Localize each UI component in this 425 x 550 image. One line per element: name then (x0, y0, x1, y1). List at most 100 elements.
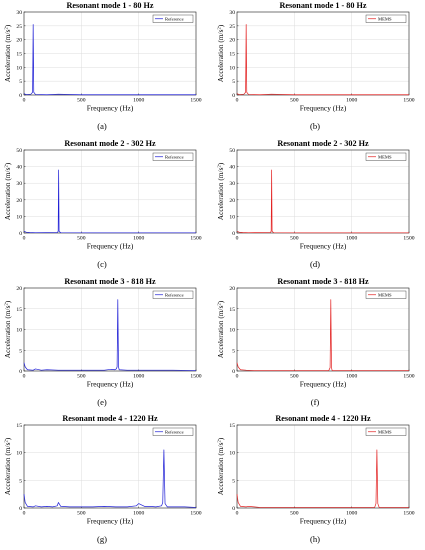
chart-title: Resonant mode 3 - 818 Hz (64, 277, 156, 286)
y-axis-label-superscript: 2 (3, 440, 8, 443)
x-tick-label: 500 (77, 98, 86, 104)
y-tick-label: 10 (16, 451, 22, 457)
chart-title: Resonant mode 3 - 818 Hz (277, 277, 369, 286)
y-tick-label: 20 (16, 38, 22, 44)
x-tick-label: 0 (236, 511, 239, 517)
y-tick-label: 10 (16, 214, 22, 220)
x-tick-label: 1500 (190, 236, 201, 242)
y-axis-label-main: Acceleration (m/s (3, 305, 12, 358)
legend-label: Reference (165, 292, 184, 297)
x-tick-label: 1500 (190, 374, 201, 380)
y-axis-label-main: Acceleration (m/s (3, 442, 12, 495)
plot-area (23, 424, 197, 509)
x-axis-label: Frequency (Hz) (300, 517, 347, 526)
x-tick-label: 1000 (133, 236, 144, 242)
x-tick-label: 1000 (346, 511, 357, 517)
chart-title: Resonant mode 4 - 1220 Hz (275, 414, 371, 423)
legend-box (365, 427, 407, 436)
y-tick-label: 5 (19, 348, 22, 354)
x-tick-label: 0 (23, 511, 26, 517)
x-tick-label: 500 (77, 374, 86, 380)
chart-panel-g: 0 500 1000 1500 0 5 10 15 Resonant mode 4 - 1220… (0, 413, 212, 550)
x-tick-label: 0 (236, 98, 239, 104)
legend-box (365, 290, 407, 299)
y-tick-label: 30 (16, 10, 22, 16)
x-axis-label: Frequency (Hz) (300, 242, 347, 251)
y-tick-label: 15 (16, 423, 22, 429)
series-line-mems (236, 24, 409, 96)
y-tick-label: 5 (232, 79, 235, 85)
y-tick-label: 10 (229, 328, 235, 334)
y-tick-label: 20 (229, 286, 235, 292)
legend-box (365, 14, 407, 23)
y-tick-label: 5 (232, 348, 235, 354)
x-axis-label: Frequency (Hz) (300, 104, 347, 113)
caption-c: (c) (97, 259, 107, 269)
chart-svg-b: 0 500 1000 1500 0 5 10 15 20 25 30 Resonant mode 1 … (216, 1, 415, 113)
y-axis-label-main: Acceleration (m/s (216, 167, 225, 220)
x-tick-label: 0 (23, 374, 26, 380)
chart-panel-b: 0 500 1000 1500 0 5 10 15 20 25 30 Resonant mode 1 … (213, 0, 425, 137)
x-tick-label: 1500 (403, 98, 414, 104)
y-tick-label: 25 (229, 24, 235, 30)
legend-label: MEMS (378, 429, 392, 434)
y-tick-label: 50 (16, 148, 22, 154)
x-tick-label: 0 (23, 236, 26, 242)
y-axis-label: Acceleration (m/s2) (3, 437, 12, 495)
legend-label: Reference (165, 154, 184, 159)
series-line-mems (236, 169, 409, 234)
caption-h: (h) (309, 534, 321, 544)
y-tick-label: 10 (16, 65, 22, 71)
y-tick-label: 0 (232, 506, 235, 512)
caption-f: (f) (310, 397, 320, 407)
chart-panel-f: 0 500 1000 1500 0 5 10 15 20 Resonant mode 3 - 81… (213, 276, 425, 413)
series-line-mems (236, 299, 409, 371)
y-tick-label: 15 (229, 52, 235, 58)
y-axis-label-main: Acceleration (m/s (216, 442, 225, 495)
y-axis-label-end: ) (216, 162, 225, 165)
y-tick-label: 5 (19, 79, 22, 85)
chart-title: Resonant mode 1 - 80 Hz (66, 1, 153, 10)
y-axis-label-end: ) (3, 162, 12, 165)
x-tick-label: 500 (77, 236, 86, 242)
y-tick-label: 20 (229, 198, 235, 204)
x-tick-label: 0 (236, 374, 239, 380)
y-tick-label: 0 (232, 93, 235, 99)
y-axis-label: Acceleration (m/s2) (3, 300, 12, 358)
series-line-mems (236, 449, 409, 508)
x-tick-label: 1500 (190, 98, 201, 104)
y-axis-label: Acceleration (m/s2) (216, 24, 225, 82)
x-tick-label: 0 (236, 236, 239, 242)
y-axis-label: Acceleration (m/s2) (216, 437, 225, 495)
legend-label: MEMS (378, 292, 392, 297)
chart-svg-h: 0 500 1000 1500 0 5 10 15 Resonant mode 4 - 1220… (216, 414, 415, 526)
x-axis-label: Frequency (Hz) (87, 104, 134, 113)
x-tick-label: 1000 (346, 98, 357, 104)
x-axis-label: Frequency (Hz) (87, 380, 134, 389)
plot-area (236, 424, 410, 509)
y-tick-label: 0 (19, 369, 22, 375)
x-tick-label: 500 (290, 374, 299, 380)
y-axis-label-main: Acceleration (m/s (3, 167, 12, 220)
series-line-reference (23, 299, 197, 371)
x-axis-label: Frequency (Hz) (87, 242, 134, 251)
y-axis-label: Acceleration (m/s2) (216, 300, 225, 358)
caption-a: (a) (97, 121, 107, 131)
caption-g: (g) (96, 534, 108, 544)
x-tick-label: 1000 (133, 98, 144, 104)
y-tick-label: 0 (19, 506, 22, 512)
y-tick-label: 0 (19, 231, 22, 237)
y-axis-label-superscript: 2 (216, 27, 221, 30)
y-tick-label: 40 (229, 165, 235, 171)
y-tick-label: 50 (229, 148, 235, 154)
y-tick-label: 30 (229, 10, 235, 16)
y-axis-label-superscript: 2 (3, 303, 8, 306)
y-tick-label: 25 (16, 24, 22, 30)
series-line-reference (23, 449, 197, 508)
y-tick-label: 30 (229, 181, 235, 187)
y-axis-label-superscript: 2 (3, 27, 8, 30)
legend-label: MEMS (378, 154, 392, 159)
y-axis-label-superscript: 2 (216, 440, 221, 443)
y-tick-label: 20 (16, 286, 22, 292)
series-line-reference (23, 169, 196, 234)
